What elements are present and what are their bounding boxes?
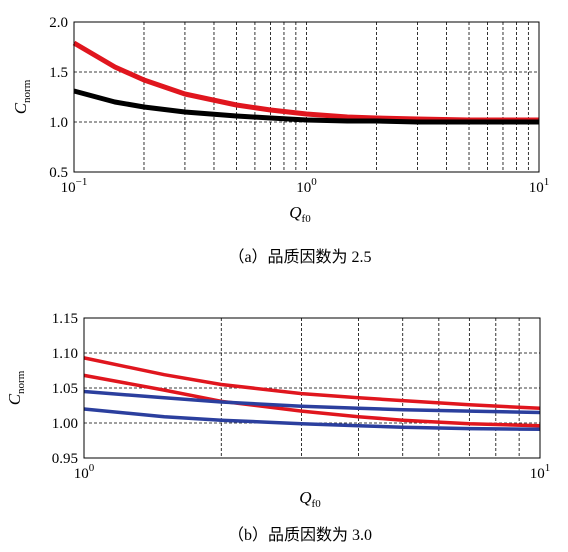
chart-a-y-tick-label: 1.0 <box>49 115 68 131</box>
chart-b-series-line-3 <box>83 389 541 415</box>
chart-a-y-axis-label: Cnorm <box>11 79 33 114</box>
chart-a-x-axis-label: Qf0 <box>289 203 311 225</box>
chart-b-y-tick-label: 1.15 <box>52 311 78 327</box>
chart-a: 0.5 1.0 1.5 2.0 10−1 100 101 Cnorm Qf0 （a）品质因… <box>11 15 549 266</box>
chart-a-x-tick-label: 100 <box>296 176 317 196</box>
chart-a-series-line-1 <box>72 40 539 123</box>
chart-b-x-tick-label: 101 <box>530 462 551 482</box>
chart-b-y-tick-label: 0.95 <box>52 451 78 467</box>
chart-a-series-line-2 <box>73 88 539 125</box>
chart-b-y-tick-label: 1.10 <box>52 346 78 362</box>
chart-a-y-tick-label: 0.5 <box>49 165 68 181</box>
chart-b-series-line-4 <box>83 407 541 432</box>
chart-b-plot-frame <box>83 317 541 459</box>
chart-a-plot-frame <box>73 21 540 173</box>
chart-a-x-tick-label: 10−1 <box>61 176 88 196</box>
chart-b-y-tick-label: 1.05 <box>52 381 78 397</box>
chart-b-series-line-1 <box>83 356 541 411</box>
chart-a-grid <box>74 21 539 173</box>
chart-b-y-ticks: 0.95 1.00 1.05 1.10 1.15 <box>52 311 78 467</box>
chart-b-series-line-2 <box>83 373 541 428</box>
chart-a-x-tick-label: 101 <box>529 176 550 196</box>
chart-b-y-axis-label: Cnorm <box>5 370 27 405</box>
chart-b-x-tick-label: 100 <box>74 462 95 482</box>
chart-a-y-tick-label: 2.0 <box>49 15 68 31</box>
chart-a-series <box>72 40 539 125</box>
chart-b-series <box>83 356 541 432</box>
chart-b-caption: （b）品质因数为 3.0 <box>228 526 372 544</box>
chart-a-x-ticks: 10−1 100 101 <box>61 176 550 196</box>
chart-a-caption: （a）品质因数为 2.5 <box>228 248 371 266</box>
chart-b-x-axis-label: Qf0 <box>299 488 321 510</box>
chart-b-y-tick-label: 1.00 <box>52 416 78 432</box>
chart-b-x-ticks: 100 101 <box>74 462 551 482</box>
chart-b: 0.95 1.00 1.05 1.10 1.15 100 101 Cnorm Qf0 （b… <box>5 311 550 544</box>
chart-a-y-ticks: 0.5 1.0 1.5 2.0 <box>49 15 68 181</box>
chart-a-y-tick-label: 1.5 <box>49 65 68 81</box>
